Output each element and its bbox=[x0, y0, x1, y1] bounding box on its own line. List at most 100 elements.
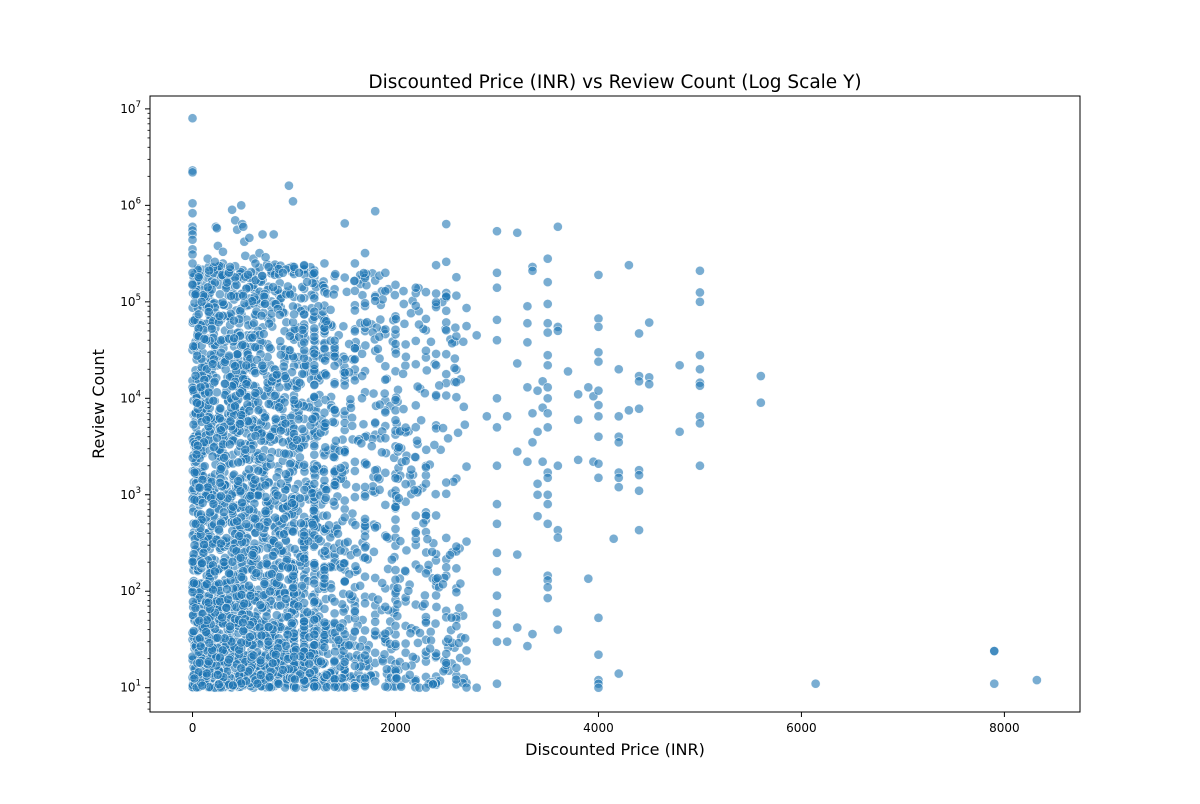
data-point bbox=[284, 331, 295, 341]
data-point bbox=[532, 511, 543, 522]
data-point bbox=[293, 601, 304, 612]
data-point bbox=[461, 461, 472, 472]
data-point bbox=[398, 404, 409, 414]
data-point bbox=[441, 488, 452, 499]
data-point bbox=[492, 314, 502, 325]
data-point bbox=[232, 516, 242, 527]
data-point bbox=[695, 287, 705, 298]
data-point bbox=[542, 593, 553, 603]
data-point bbox=[644, 317, 655, 328]
data-point bbox=[328, 452, 339, 462]
data-point bbox=[356, 438, 367, 449]
data-point bbox=[451, 662, 462, 673]
data-point bbox=[432, 573, 443, 583]
data-point bbox=[420, 590, 430, 601]
data-point bbox=[234, 419, 245, 429]
data-point bbox=[320, 442, 331, 453]
data-point bbox=[624, 405, 634, 416]
data-point bbox=[451, 621, 462, 632]
data-point bbox=[228, 315, 239, 326]
data-point bbox=[233, 476, 244, 486]
data-point bbox=[441, 657, 452, 668]
y-tick-label: 107 bbox=[120, 100, 141, 116]
data-point bbox=[331, 435, 341, 446]
data-point bbox=[274, 402, 284, 413]
data-point bbox=[542, 327, 553, 338]
data-point bbox=[216, 425, 226, 436]
data-point bbox=[339, 218, 350, 229]
data-point bbox=[283, 562, 294, 573]
data-point bbox=[190, 603, 201, 614]
data-point bbox=[278, 361, 289, 372]
data-point bbox=[370, 522, 381, 533]
data-point bbox=[206, 323, 217, 334]
data-point bbox=[583, 382, 594, 393]
data-point bbox=[299, 260, 310, 271]
data-point bbox=[372, 472, 383, 483]
data-point bbox=[542, 472, 553, 483]
data-point bbox=[438, 579, 448, 590]
x-tick-label: 0 bbox=[189, 721, 197, 735]
data-point bbox=[360, 673, 370, 684]
data-point bbox=[360, 298, 370, 309]
data-point bbox=[299, 553, 310, 564]
data-point bbox=[390, 565, 401, 575]
data-point bbox=[431, 602, 442, 612]
data-point bbox=[309, 449, 320, 460]
data-point bbox=[342, 537, 353, 547]
data-point bbox=[275, 349, 286, 360]
data-point bbox=[573, 389, 584, 400]
data-point bbox=[309, 640, 320, 651]
data-point bbox=[270, 413, 281, 424]
data-point bbox=[259, 412, 270, 423]
data-point bbox=[245, 490, 256, 501]
data-point bbox=[390, 639, 401, 650]
data-point bbox=[215, 289, 225, 300]
data-point bbox=[329, 351, 340, 362]
data-point bbox=[390, 405, 401, 416]
data-point bbox=[593, 321, 604, 332]
data-point bbox=[188, 419, 199, 430]
data-point bbox=[243, 580, 254, 591]
data-point bbox=[362, 317, 372, 328]
data-point bbox=[228, 501, 239, 512]
data-point bbox=[441, 369, 452, 380]
data-point bbox=[256, 310, 267, 321]
data-point bbox=[430, 618, 441, 629]
data-point bbox=[613, 364, 624, 375]
data-point bbox=[360, 531, 370, 542]
data-point bbox=[372, 344, 383, 354]
data-point bbox=[343, 640, 354, 651]
data-point bbox=[268, 229, 279, 240]
data-point bbox=[695, 350, 705, 361]
data-point bbox=[403, 585, 414, 596]
data-point bbox=[391, 673, 402, 684]
data-point bbox=[390, 514, 401, 525]
data-point bbox=[419, 599, 430, 609]
data-point bbox=[400, 339, 411, 350]
data-point bbox=[380, 324, 391, 335]
data-point bbox=[215, 403, 225, 414]
data-point bbox=[203, 597, 214, 608]
data-point bbox=[349, 606, 360, 616]
data-point bbox=[459, 419, 470, 430]
data-point bbox=[347, 508, 358, 519]
data-point bbox=[224, 350, 234, 361]
data-point bbox=[441, 305, 452, 316]
data-point bbox=[219, 378, 230, 389]
data-point bbox=[349, 661, 360, 671]
data-point bbox=[197, 558, 207, 569]
data-point bbox=[247, 332, 258, 343]
data-point bbox=[400, 638, 411, 649]
data-point bbox=[241, 360, 252, 371]
data-point bbox=[375, 314, 386, 325]
data-point bbox=[315, 656, 326, 667]
data-point bbox=[288, 570, 299, 581]
data-point bbox=[360, 513, 370, 524]
data-point bbox=[512, 446, 523, 457]
data-point bbox=[349, 354, 360, 365]
data-point bbox=[352, 547, 362, 558]
data-point bbox=[288, 196, 298, 207]
data-point bbox=[241, 379, 252, 389]
data-point bbox=[421, 345, 431, 356]
